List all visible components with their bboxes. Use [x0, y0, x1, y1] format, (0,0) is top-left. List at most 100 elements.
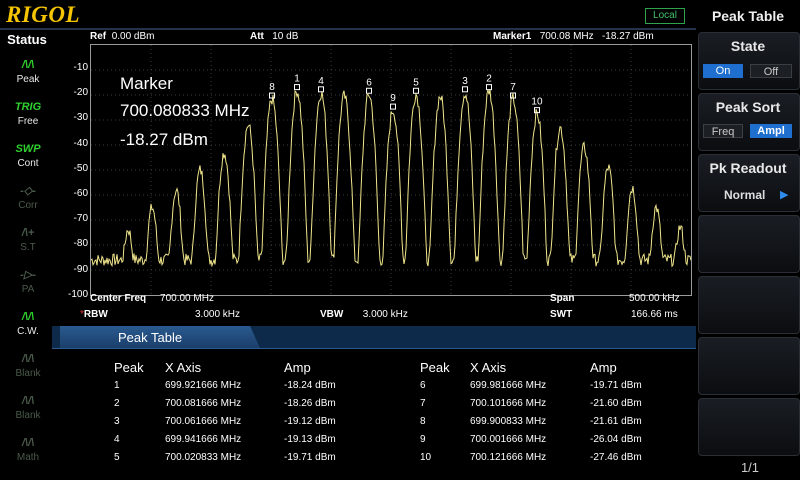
- status-item-icon: /\/\: [21, 311, 35, 323]
- y-tick-label: -50: [73, 162, 88, 174]
- peak-table-cell-peak: 1: [114, 380, 120, 391]
- softkey-4[interactable]: [698, 215, 800, 273]
- peak-table-cell-x: 699.900833 MHz: [470, 416, 547, 427]
- page-indicator: 1/1: [740, 460, 760, 475]
- col-header-peak: Peak: [114, 360, 144, 375]
- pk-readout-label: Pk Readout: [709, 160, 787, 176]
- peak-marker-icon: [509, 92, 516, 99]
- peak-marker-label: 4: [318, 76, 324, 87]
- peak-marker-label: 8: [269, 82, 275, 93]
- peak-table-cell-x: 699.941666 MHz: [165, 434, 242, 445]
- status-item-peak: /\/\ Peak: [6, 56, 50, 96]
- peak-table-cell-peak: 3: [114, 416, 120, 427]
- y-tick-label: -80: [73, 238, 88, 250]
- peak-marker-icon: [365, 87, 372, 94]
- status-item-label: S.T: [20, 242, 36, 253]
- col-header-x-axis-2: X Axis: [470, 360, 507, 375]
- peak-marker-label: 6: [366, 77, 372, 88]
- peak-marker-label: 5: [413, 77, 419, 88]
- peak-table-cell-x: 699.981666 MHz: [470, 380, 547, 391]
- status-item-label: Blank: [15, 410, 41, 421]
- softkey-6[interactable]: [698, 337, 800, 395]
- status-item-blank: /\/\ Blank: [6, 392, 50, 432]
- peak-table-cell-amp: -19.12 dBm: [284, 416, 336, 427]
- peak-table-cell-peak: 7: [420, 398, 426, 409]
- pk-readout-softkey[interactable]: [698, 154, 800, 212]
- y-tick-label: -70: [73, 213, 88, 225]
- peak-table-cell-x: 700.101666 MHz: [470, 398, 547, 409]
- status-item-math: /\/\ Math: [6, 434, 50, 474]
- peak-sort-label: Peak Sort: [715, 99, 781, 115]
- state-off-option[interactable]: Off: [750, 64, 792, 78]
- peak-marker-icon: [412, 87, 419, 94]
- y-tick-label: -60: [73, 188, 88, 199]
- peak-table-cell-amp: -18.24 dBm: [284, 380, 336, 391]
- marker1-readout: Marker1 700.08 MHz -18.27 dBm: [493, 31, 654, 42]
- peak-table-cell-amp: -18.26 dBm: [284, 398, 336, 409]
- status-item-icon: -▷-: [20, 269, 36, 281]
- marker-overlay-frequency: 700.080833 MHz: [120, 101, 250, 120]
- peak-marker-label: 2: [486, 74, 492, 85]
- status-item-label: PA: [21, 284, 35, 295]
- marker-overlay-amplitude: -18.27 dBm: [120, 130, 208, 149]
- vbw-readout: VBW 3.000 kHz: [320, 309, 408, 320]
- peak-marker-icon: [533, 107, 540, 114]
- y-tick-label: -40: [73, 137, 88, 149]
- state-softkey[interactable]: [698, 32, 800, 90]
- peak-table-cell-peak: 2: [114, 398, 120, 409]
- status-item-label: C.W.: [17, 326, 39, 337]
- y-tick-label: -30: [73, 112, 88, 124]
- peak-table-cell-peak: 6: [420, 380, 426, 391]
- sort-ampl-option[interactable]: Ampl: [750, 124, 792, 138]
- center-freq-readout: Center Freq 700.00 MHz: [90, 293, 214, 304]
- peak-sort-softkey[interactable]: [698, 93, 800, 151]
- span-value: 500.00 kHz: [629, 293, 680, 304]
- peak-marker-label: 9: [390, 93, 396, 104]
- span-label: Span: [550, 293, 575, 304]
- peak-marker-icon: [268, 92, 275, 99]
- status-item-icon: /\/\: [21, 59, 35, 71]
- sort-freq-option[interactable]: Freq: [703, 124, 743, 138]
- state-on-option[interactable]: On: [703, 64, 743, 78]
- status-item-icon: -◇-: [20, 185, 36, 197]
- peak-table-cell-x: 700.020833 MHz: [165, 452, 242, 463]
- peak-marker-icon: [317, 86, 324, 93]
- peak-table-cell-amp: -19.71 dBm: [590, 380, 642, 391]
- peak-table-title: Peak Table: [118, 330, 183, 345]
- ref-level-readout: Ref 0.00 dBm: [90, 31, 155, 42]
- y-tick-label: -20: [73, 87, 88, 99]
- status-item-label: Math: [16, 452, 40, 463]
- state-label: State: [730, 38, 766, 54]
- peak-marker-icon: [293, 84, 300, 91]
- y-tick-label: -90: [73, 263, 88, 275]
- peak-marker-icon: [461, 86, 468, 93]
- peak-table-tab: [60, 326, 260, 348]
- peak-table-cell-x: 700.081666 MHz: [165, 398, 242, 409]
- status-item-icon: /\/\: [21, 353, 35, 365]
- peak-marker-icon: [485, 84, 492, 91]
- spectrum-display[interactable]: 8 1 4 6 9 5 3 2 7 10: [90, 44, 692, 296]
- status-item-label: Corr: [18, 200, 38, 211]
- col-header-amp-2: Amp: [590, 360, 617, 375]
- peak-table-cell-amp: -21.60 dBm: [590, 398, 642, 409]
- peak-table-cell-peak: 9: [420, 434, 426, 445]
- softkey-7[interactable]: [698, 398, 800, 456]
- peak-table-cell-peak: 4: [114, 434, 120, 445]
- attenuation-readout: Att 10 dB: [250, 31, 299, 42]
- y-tick-label: -100: [67, 288, 88, 300]
- peak-table-cell-x: 699.921666 MHz: [165, 380, 242, 391]
- peak-table-cell-amp: -26.04 dBm: [590, 434, 642, 445]
- peak-marker-label: 1: [294, 74, 300, 85]
- spectrum-trace-area: 8 1 4 6 9 5 3 2 7 10: [90, 45, 692, 295]
- rbw-value: 3.000 kHz: [195, 309, 241, 320]
- peak-table-cell-peak: 5: [114, 452, 120, 463]
- peak-marker-icon: [389, 103, 396, 110]
- peak-table-cell-peak: 8: [420, 416, 426, 427]
- status-item-label: Free: [17, 116, 39, 127]
- pk-readout-value: Normal: [724, 188, 766, 202]
- peak-table-cell-peak: 10: [420, 452, 432, 463]
- peak-marker-label: 3: [462, 76, 468, 87]
- softkey-5[interactable]: [698, 276, 800, 334]
- status-item-cont: SWP Cont: [6, 140, 50, 180]
- col-header-peak-2: Peak: [420, 360, 450, 375]
